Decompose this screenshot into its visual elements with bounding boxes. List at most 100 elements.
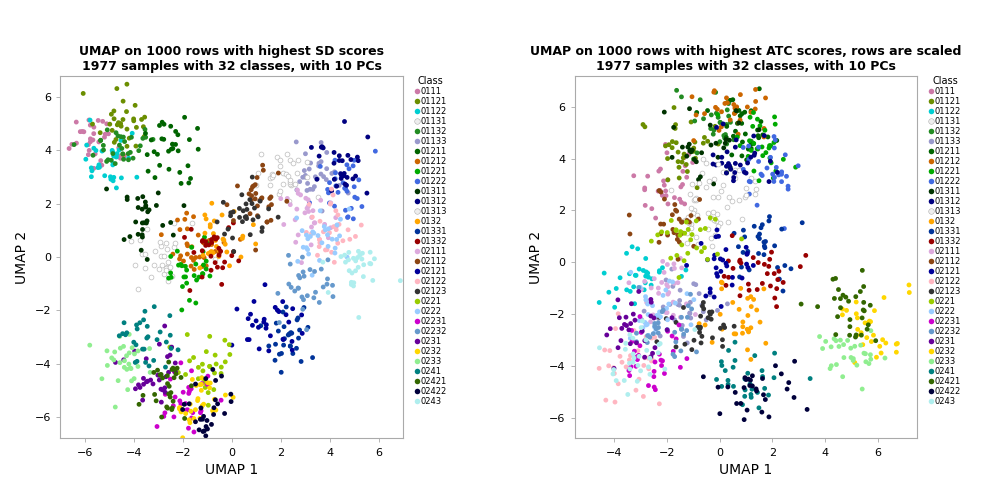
Point [171,404,187,412]
Point [659,308,675,317]
Point [743,391,759,399]
Point [651,167,667,175]
Point [119,107,135,115]
Point [622,352,638,360]
Point [254,227,270,235]
Point [148,397,164,405]
Point [622,287,638,295]
Point [751,143,767,151]
Point [721,218,737,226]
Point [637,353,653,361]
Point [133,115,149,123]
Point [734,110,750,118]
Point [197,211,213,219]
Point [673,264,689,272]
Point [268,319,284,327]
Point [162,351,178,359]
Point [264,171,280,179]
Point [664,313,680,322]
Point [355,249,371,257]
Point [332,156,348,164]
Point [316,144,332,152]
Point [710,222,726,230]
Point [334,171,350,179]
Point [716,144,732,152]
Point [195,367,211,375]
Point [255,161,271,169]
Point [180,390,197,398]
Point [758,339,774,347]
Point [135,193,151,201]
Point [684,93,701,101]
X-axis label: UMAP 1: UMAP 1 [206,463,258,477]
Point [673,199,689,207]
Point [719,120,735,129]
Point [740,280,756,288]
Point [330,188,346,197]
Point [122,364,138,372]
Point [732,256,748,264]
Point [79,141,95,149]
Point [339,253,355,261]
Point [275,341,291,349]
Point [201,241,217,249]
Point [137,130,153,138]
Point [621,211,637,219]
Point [744,385,760,393]
Point [115,133,131,141]
Point [692,96,709,104]
Point [751,177,767,185]
Point [69,118,85,126]
Point [186,266,203,274]
Point [140,167,156,175]
Point [212,249,228,257]
Point [350,263,366,271]
Point [726,170,742,178]
Point [672,255,688,263]
Point [742,137,758,145]
Point [320,256,336,264]
Point [756,242,772,250]
Point [210,400,226,408]
Point [145,356,161,364]
Point [703,214,719,222]
Point [617,321,633,329]
Point [680,213,697,221]
Point [743,107,759,115]
Point [824,362,840,370]
Point [749,306,765,314]
Point [731,119,747,127]
Point [705,334,721,342]
Point [244,173,260,181]
Point [714,108,730,116]
Point [640,273,656,281]
Point [295,243,311,251]
Point [683,305,700,313]
Point [683,179,700,187]
Point [304,271,321,279]
Point [199,262,215,270]
Point [728,106,744,114]
Point [298,231,314,239]
Point [326,159,342,167]
Point [321,189,337,197]
Point [156,270,172,278]
Point [661,141,677,149]
Point [198,215,214,223]
Point [829,360,845,368]
Point [203,379,219,387]
Point [107,160,123,168]
Point [623,320,639,328]
Point [659,231,675,239]
Point [678,160,695,168]
Point [69,139,85,147]
Point [828,337,844,345]
Point [304,213,321,221]
Point [621,279,637,287]
Point [670,300,686,308]
Point [654,264,670,272]
Point [713,187,729,195]
Point [250,169,266,177]
Point [637,293,653,301]
Point [679,238,696,246]
